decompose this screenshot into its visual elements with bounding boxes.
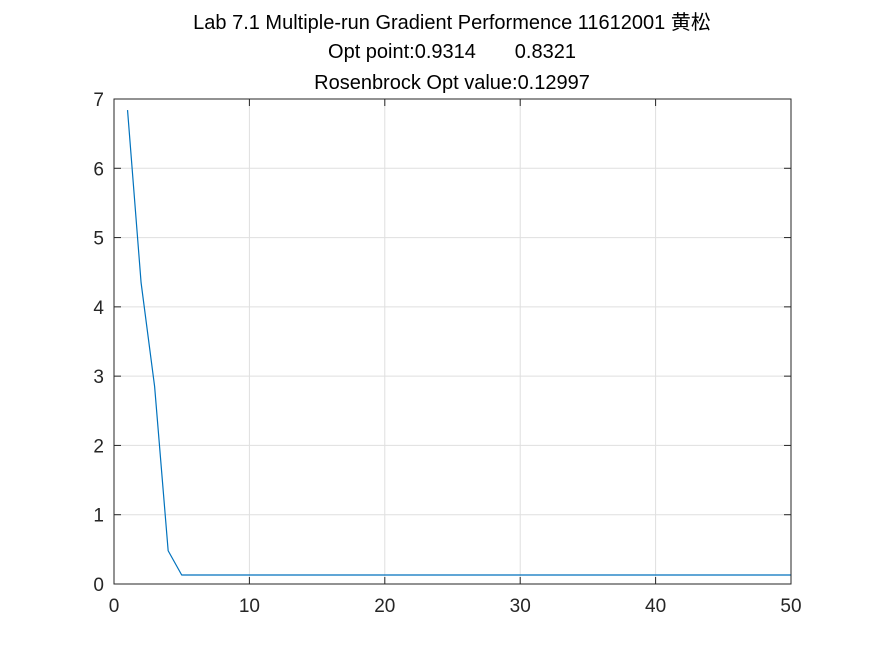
series-line-0 bbox=[126, 110, 791, 576]
x-tick-label: 40 bbox=[645, 596, 666, 617]
y-tick-label: 2 bbox=[93, 436, 104, 457]
chart-title-line-2: Opt point:0.9314 0.8321 bbox=[328, 41, 576, 63]
x-tick-label: 10 bbox=[239, 596, 260, 617]
y-tick-label: 4 bbox=[93, 298, 104, 319]
plot-background bbox=[114, 99, 791, 584]
y-tick-label: 1 bbox=[93, 506, 104, 527]
chart-title-line-3: Rosenbrock Opt value:0.12997 bbox=[314, 72, 590, 94]
axes-box bbox=[113, 98, 792, 585]
series-layer bbox=[126, 110, 791, 576]
x-tick-label: 30 bbox=[510, 596, 531, 617]
x-tick-label: 20 bbox=[374, 596, 395, 617]
x-axis-ticks: 0 10 20 30 40 50 bbox=[109, 99, 802, 617]
x-tick-label: 0 bbox=[109, 596, 120, 617]
y-axis-ticks: 0 1 2 3 4 5 6 7 bbox=[93, 90, 791, 596]
chart-title-line-1: Lab 7.1 Multiple-run Gradient Performenc… bbox=[193, 11, 711, 34]
x-tick-label: 50 bbox=[780, 596, 801, 617]
y-tick-label: 7 bbox=[93, 90, 104, 111]
chart-title: Lab 7.1 Multiple-run Gradient Performenc… bbox=[193, 11, 711, 94]
y-tick-label: 6 bbox=[93, 159, 104, 180]
y-tick-label: 3 bbox=[93, 367, 104, 388]
grid-lines bbox=[114, 99, 791, 584]
y-tick-label: 0 bbox=[93, 575, 104, 596]
plot-area: 0 10 20 30 40 50 0 1 2 3 4 5 6 7 bbox=[93, 90, 801, 617]
y-tick-label: 5 bbox=[93, 229, 104, 250]
